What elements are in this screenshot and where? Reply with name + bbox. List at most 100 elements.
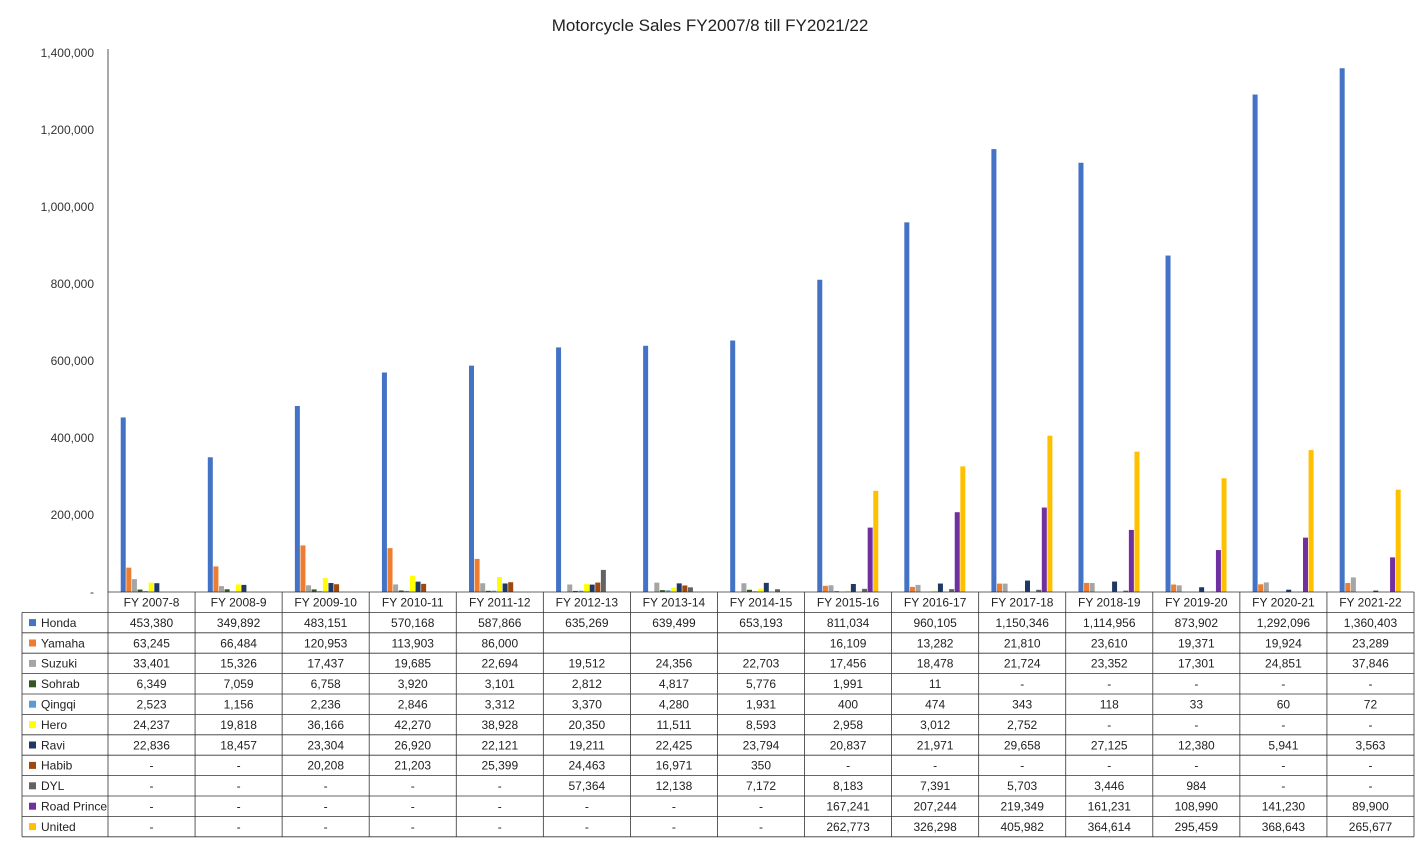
data-label: - [1368, 718, 1372, 732]
data-label: 2,958 [833, 718, 863, 732]
data-label: 20,350 [569, 718, 606, 732]
y-axis: - 200,000 400,000 600,000 800,000 1,000,000 1,… [41, 46, 109, 599]
data-label: 653,193 [739, 616, 783, 630]
data-label: 12,138 [656, 779, 693, 793]
data-label: 113,903 [391, 636, 434, 650]
x-tick-label: FY 2020-21 [1252, 596, 1315, 610]
bar-yamaha [1084, 582, 1090, 592]
bar-habib [682, 585, 688, 592]
data-label: 4,280 [659, 698, 689, 712]
data-label: - [1368, 759, 1372, 773]
bar-dyl [1036, 589, 1042, 592]
data-label: 37,846 [1352, 657, 1389, 671]
bar-suzuki [306, 585, 312, 592]
data-label: 19,685 [394, 657, 431, 671]
bar-yamaha [1171, 584, 1177, 592]
bar-ravi [415, 581, 421, 592]
bar-sohrab [398, 590, 404, 592]
data-label: - [324, 820, 328, 834]
legend-key-yamaha [29, 639, 36, 647]
bar-honda [207, 457, 213, 592]
data-label: 349,892 [217, 616, 261, 630]
bar-qingqi [317, 591, 323, 592]
data-label: 5,703 [1007, 779, 1037, 793]
bar-yamaha [300, 545, 306, 592]
data-label: 960,105 [913, 616, 957, 630]
data-label: 141,230 [1262, 800, 1306, 814]
x-tick-label: FY 2015-16 [817, 596, 880, 610]
bar-suzuki [828, 585, 834, 592]
data-label: 635,269 [565, 616, 609, 630]
bar-road-prince [1390, 557, 1396, 592]
data-label: 7,391 [920, 779, 950, 793]
bar-dyl [687, 587, 693, 592]
bar-habib [421, 583, 427, 592]
data-label: 483,151 [304, 616, 348, 630]
bar-sohrab [485, 590, 491, 592]
data-label: 19,818 [220, 718, 257, 732]
data-label: 3,370 [572, 698, 602, 712]
data-label: 19,512 [569, 657, 606, 671]
data-label: 3,012 [920, 718, 950, 732]
data-label: 1,991 [833, 677, 863, 691]
bar-dyl [862, 588, 868, 592]
data-label: 8,183 [833, 779, 863, 793]
bar-honda [469, 365, 474, 592]
legend-label: Hero [41, 718, 67, 732]
x-tick-label: FY 2007-8 [124, 596, 180, 610]
data-label: - [1281, 677, 1285, 691]
x-tick-label: FY 2011-12 [469, 596, 531, 610]
x-tick-label: FY 2016-17 [904, 596, 967, 610]
data-label: - [1281, 718, 1285, 732]
bar-suzuki [131, 579, 137, 592]
bar-ravi [1199, 587, 1205, 592]
data-label: 265,677 [1349, 820, 1393, 834]
data-label: - [846, 759, 850, 773]
bar-hero [322, 578, 328, 592]
data-label: 639,499 [652, 616, 696, 630]
data-label: 4,817 [659, 677, 689, 691]
data-label: 405,982 [1001, 820, 1045, 834]
data-label: 36,166 [307, 718, 344, 732]
x-tick-label: FY 2018-19 [1078, 596, 1141, 610]
bar-honda [294, 405, 300, 592]
data-label: - [759, 800, 763, 814]
y-tick-label: 400,000 [51, 431, 95, 445]
bar-honda [1339, 68, 1345, 593]
bar-road-prince [867, 527, 873, 592]
x-tick-label: FY 2009-10 [294, 596, 357, 610]
x-tick-label: FY 2021-22 [1339, 596, 1402, 610]
data-label: 22,703 [743, 657, 780, 671]
data-label: 364,614 [1088, 820, 1132, 834]
bar-ravi [154, 583, 160, 592]
y-tick-label: 1,000,000 [41, 200, 95, 214]
data-label: 17,456 [830, 657, 867, 671]
bar-ravi [763, 582, 769, 592]
bar-ravi [589, 584, 595, 592]
data-label: 167,241 [826, 800, 870, 814]
data-label: 295,459 [1175, 820, 1219, 834]
bar-yamaha [474, 558, 480, 592]
data-label: 474 [925, 698, 945, 712]
data-label: 23,610 [1091, 636, 1128, 650]
data-label: 207,244 [913, 800, 957, 814]
data-label: - [933, 759, 937, 773]
bar-road-prince [1128, 529, 1134, 592]
bar-yamaha [1258, 584, 1264, 592]
bar-suzuki [741, 583, 747, 592]
data-label: - [672, 800, 676, 814]
data-label: 26,920 [394, 738, 431, 752]
data-label: - [498, 820, 502, 834]
bar-ravi [1373, 590, 1379, 592]
data-label: 19,924 [1265, 636, 1302, 650]
bar-suzuki [654, 582, 660, 592]
data-label: - [1194, 759, 1198, 773]
data-label: 161,231 [1088, 800, 1132, 814]
data-label: 1,156 [224, 698, 254, 712]
data-label: 350 [751, 759, 771, 773]
bar-honda [991, 149, 997, 592]
legend-key-honda [29, 619, 36, 627]
data-label: - [585, 820, 589, 834]
bar-honda [120, 417, 126, 592]
